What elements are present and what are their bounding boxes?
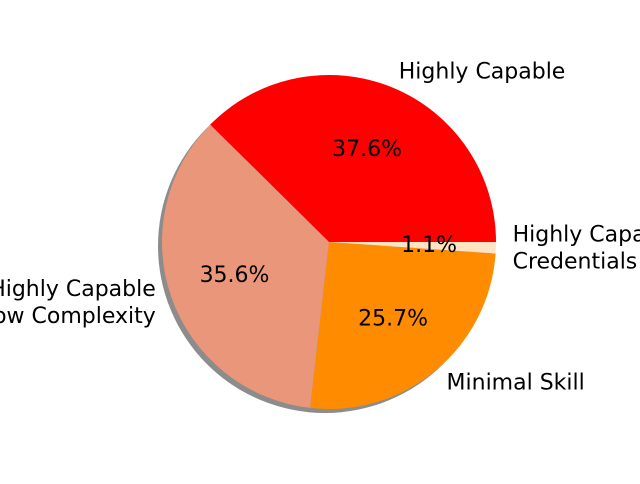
pie-percent-label-0: 37.6% (332, 137, 402, 162)
pie-slice-2 (310, 242, 496, 409)
pie-percent-labels: 37.6% 35.6% 25.7% 1.1% (200, 137, 458, 332)
pie-category-label-line: Minimal Skill (447, 371, 585, 396)
pie-category-label-line: Credentials (513, 249, 638, 274)
pie-category-label-line: Highly Capable (513, 222, 640, 247)
pie-category-label-3: Highly CapableCredentials (513, 222, 640, 274)
pie-slice-0 (210, 74, 497, 242)
pie-percent-label-1: 35.6% (200, 263, 270, 288)
pie-percent-label-2: 25.7% (358, 307, 428, 332)
pie-category-label-line: Highly Capable (399, 60, 566, 85)
pie-category-label-2: Minimal Skill (447, 371, 585, 396)
pie-category-label-0: Highly Capable (399, 60, 566, 85)
pie-category-label-1: Highly CapableLow Complexity (0, 277, 156, 329)
pie-slices (162, 74, 497, 409)
pie-category-label-line: Low Complexity (0, 304, 156, 329)
pie-slice-3 (329, 242, 496, 254)
pie-category-label-line: Highly Capable (0, 277, 156, 302)
pie-slice-1 (162, 124, 329, 408)
pie-percent-label-3: 1.1% (401, 233, 457, 258)
